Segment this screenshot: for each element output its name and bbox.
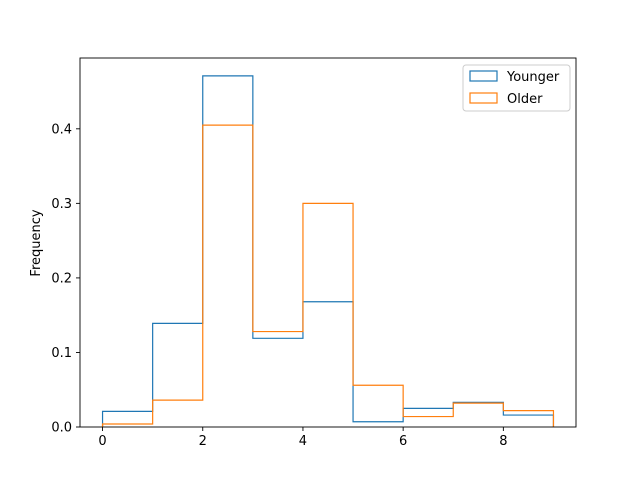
y-axis-label: Frequency xyxy=(29,209,44,276)
x-tick-label: 6 xyxy=(399,434,407,449)
series-younger xyxy=(101,75,555,427)
x-tick-label: 2 xyxy=(199,434,207,449)
legend: Younger Older xyxy=(462,64,571,112)
x-tick-label: 0 xyxy=(98,434,106,449)
y-tick-label: 0.4 xyxy=(51,122,72,137)
legend-box xyxy=(462,64,571,112)
legend-swatch-older xyxy=(469,92,498,104)
axes-frame xyxy=(79,57,577,428)
series-layer xyxy=(101,75,555,427)
legend-label-older: Older xyxy=(507,92,543,107)
legend-swatch-younger xyxy=(469,70,498,82)
histogram-step-older xyxy=(101,124,555,427)
y-tick-label: 0.2 xyxy=(51,271,72,286)
series-older xyxy=(101,124,555,427)
histogram-step-younger xyxy=(101,75,555,427)
y-tick-label: 0.1 xyxy=(51,346,72,361)
axes-layer: 0 2 4 6 8 0.0 0.1 0.2 0.3 0.4 xyxy=(51,57,577,449)
y-tick-label: 0.0 xyxy=(51,421,72,436)
x-tick-label: 8 xyxy=(499,434,507,449)
legend-label-younger: Younger xyxy=(506,70,560,85)
x-tick-label: 4 xyxy=(299,434,307,449)
y-tick-label: 0.3 xyxy=(51,197,72,212)
